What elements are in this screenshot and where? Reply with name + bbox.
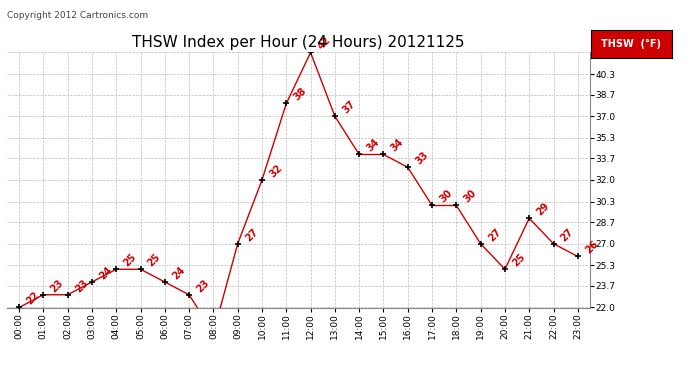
Text: 27: 27 — [244, 226, 260, 243]
Text: 24: 24 — [170, 265, 187, 281]
Text: 42: 42 — [316, 35, 333, 52]
Title: THSW Index per Hour (24 Hours) 20121125: THSW Index per Hour (24 Hours) 20121125 — [132, 35, 464, 50]
Text: 20: 20 — [0, 374, 1, 375]
Text: 33: 33 — [413, 150, 430, 166]
Text: 38: 38 — [292, 86, 308, 103]
Text: 30: 30 — [437, 188, 454, 205]
Text: 24: 24 — [97, 265, 114, 281]
Text: Copyright 2012 Cartronics.com: Copyright 2012 Cartronics.com — [7, 11, 148, 20]
Text: 29: 29 — [535, 201, 551, 217]
Text: 26: 26 — [583, 239, 600, 256]
Text: 32: 32 — [268, 163, 284, 179]
Text: 25: 25 — [511, 252, 527, 268]
Text: 27: 27 — [559, 226, 575, 243]
Text: 25: 25 — [146, 252, 163, 268]
Text: 23: 23 — [49, 278, 66, 294]
Text: 25: 25 — [121, 252, 139, 268]
Text: 23: 23 — [195, 278, 211, 294]
Text: 27: 27 — [486, 226, 503, 243]
Text: 34: 34 — [389, 137, 406, 154]
Text: THSW  (°F): THSW (°F) — [602, 39, 661, 49]
Text: 22: 22 — [25, 290, 41, 307]
Text: 37: 37 — [340, 99, 357, 116]
Text: 30: 30 — [462, 188, 478, 205]
Text: 34: 34 — [365, 137, 382, 154]
Text: 23: 23 — [73, 278, 90, 294]
